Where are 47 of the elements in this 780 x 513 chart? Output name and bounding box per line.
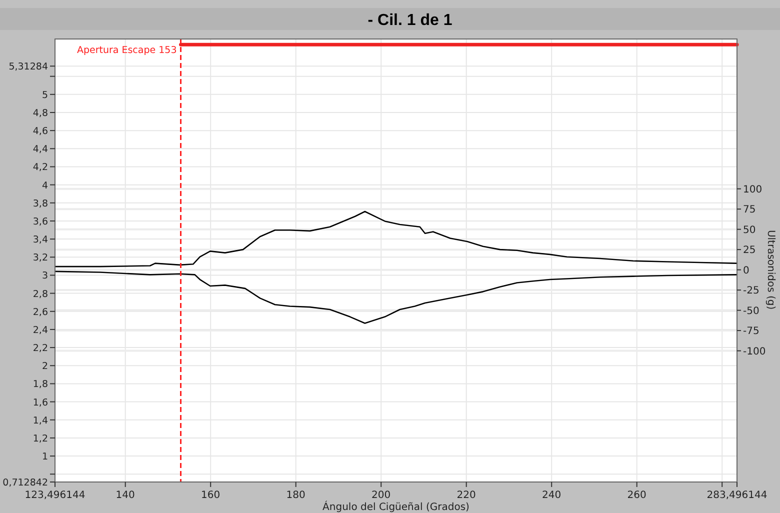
x-tick-label: 140 [116,490,135,501]
x-axis-title: Ángulo del Cigüeñal (Grados) [322,500,470,513]
line-series [54,210,738,268]
y-tick-label: 5 [42,90,48,101]
y2-axis-title: Ultrasonidos (g) [765,230,776,310]
x-tick-label: 220 [456,490,476,501]
y2-tick-label: 0 [743,265,750,276]
x-tick-label: 180 [286,490,306,501]
y-tick-label: 1,4 [32,415,48,426]
y2-tick-label: -100 [743,346,766,358]
x-tick-label: 123,496144 [24,490,86,501]
y2-tick-label: 25 [743,245,756,256]
y-tick-label: 1,2 [32,433,48,444]
y-tick-label: 2 [42,361,48,372]
y-tick-label: 4,6 [32,126,48,138]
y2-tick-label: -75 [743,326,760,338]
y2-tick-label: 75 [743,204,756,216]
y-tick-label: 3,4 [32,234,48,246]
y2-tick-label: -25 [743,286,760,297]
x-tick-label: 160 [201,490,220,501]
x-tick-label: 260 [627,490,646,501]
y-tick-label: 3,8 [32,198,48,210]
y-tick-label: 0,712842 [2,478,48,488]
y-tick-label: 1,6 [32,397,48,408]
y-tick-label: 4 [42,180,48,192]
y-tick-label: 3,2 [32,252,48,264]
line-series [54,270,738,324]
x-tick-label: 283,496144 [706,490,768,501]
y-tick-label: 4,2 [32,162,48,174]
chart-title: - Cil. 1 de 1 [368,12,452,29]
y2-tick-label: 50 [743,224,756,236]
y-tick-label: 3 [42,270,48,282]
y-tick-label: 3,6 [32,216,48,228]
y-tick-label: 1,8 [32,379,48,390]
y2-tick-label: -50 [743,306,760,317]
ref-line-label: Apertura Escape 153 [76,45,177,56]
y-tick-label: 5,31284 [8,62,48,73]
y2-tick-label: 100 [743,184,762,196]
y-tick-label: 1 [42,452,48,463]
y-tick-label: 2,8 [32,288,48,300]
x-tick-label: 200 [372,490,391,501]
x-tick-label: 240 [542,490,562,501]
y-tick-label: 2,2 [32,343,48,354]
y-tick-label: 2,4 [32,324,48,336]
y-tick-label: 4,4 [32,144,48,156]
y-tick-label: 4,8 [32,108,48,119]
y-tick-label: 2,6 [32,306,48,318]
